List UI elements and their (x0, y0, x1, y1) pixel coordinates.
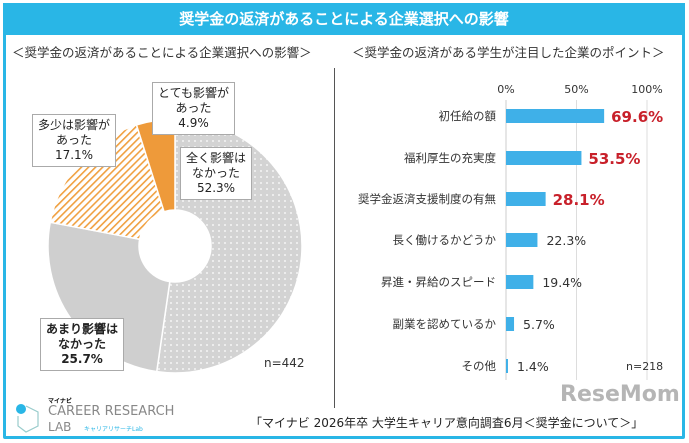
data-label: 1.4% (517, 359, 549, 374)
category-label: 昇進・昇給のスピード (381, 275, 496, 289)
pie-n: n=442 (264, 356, 305, 370)
category-label: 長く働けるかどうか (393, 233, 497, 247)
data-label: 22.3% (546, 233, 586, 248)
pie-slice (135, 118, 176, 213)
bar (506, 151, 582, 165)
career-research-lab-logo: マイナビ CAREER RESEARCH LAB キャリアリサーチLab (12, 398, 182, 434)
bar (506, 317, 515, 331)
slice-label-some: 多少は影響が あった 17.1% (32, 114, 117, 167)
bar (506, 275, 534, 289)
bar-n: n=218 (626, 360, 664, 373)
slice-label-very: とても影響が あった 4.9% (152, 82, 236, 135)
data-label: 69.6% (611, 108, 663, 126)
category-label: その他 (462, 359, 497, 373)
divider (334, 68, 335, 408)
source-footer: 「マイナビ 2026年卒 大学生キャリア意向調査6月＜奨学金について＞」 (250, 416, 644, 430)
bar (506, 233, 538, 247)
watermark: ReseMom (560, 382, 680, 407)
category-label: 初任給の額 (439, 109, 497, 123)
data-label: 28.1% (553, 191, 605, 209)
tick-label: 0% (497, 83, 514, 96)
data-label: 53.5% (588, 150, 640, 168)
page-title: 奨学金の返済があることによる企業選択への影響 (3, 3, 685, 35)
bar (506, 359, 508, 373)
data-label: 19.4% (542, 275, 582, 290)
bar-title: ＜奨学金の返済がある学生が注目した企業のポイント＞ (352, 45, 665, 60)
pie-slice (49, 124, 166, 241)
slice-label-none: 全く影響は なかった 52.3% (180, 147, 253, 200)
data-label: 5.7% (523, 317, 555, 332)
category-label: 副業を認めているか (393, 317, 497, 331)
bar (506, 109, 605, 123)
category-label: 奨学金返済支援制度の有無 (358, 192, 496, 206)
tick-label: 100% (631, 83, 662, 96)
slice-label-little: あまり影響は なかった 25.7% (40, 318, 125, 371)
pie-title: ＜奨学金の返済があることによる企業選択への影響＞ (12, 45, 312, 60)
tick-label: 50% (564, 83, 588, 96)
category-label: 福利厚生の充実度 (404, 151, 496, 165)
bar (506, 192, 546, 206)
